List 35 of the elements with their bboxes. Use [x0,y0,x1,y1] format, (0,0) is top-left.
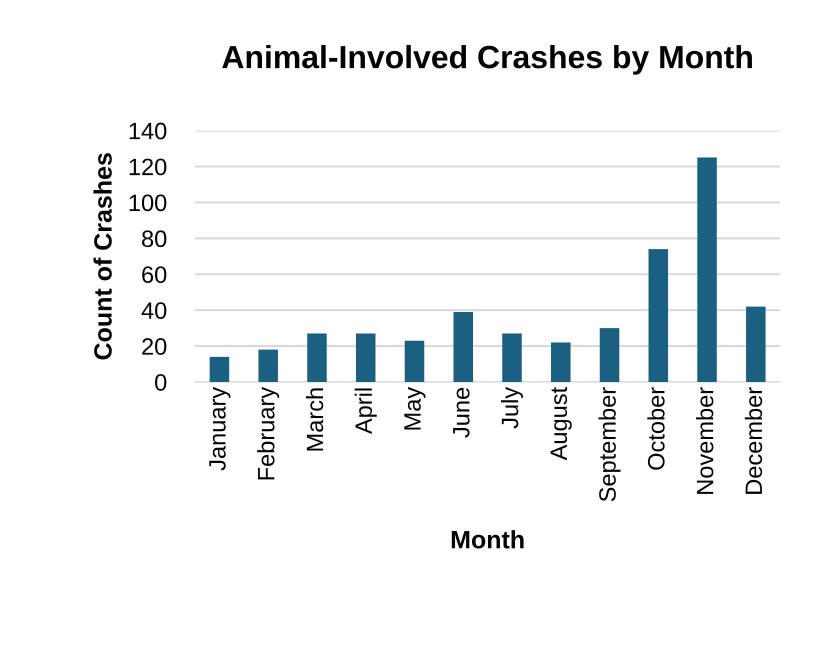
y-tick-label: 20 [142,338,166,355]
bar [697,158,717,382]
bar [551,342,571,382]
x-tick-label: May [404,386,426,430]
y-tick-label: 120 [130,158,166,176]
chart-title: Animal-Involved Crashes by Month [222,44,752,75]
bar [453,312,473,382]
x-tick-label: March [306,388,324,451]
bar [307,334,327,382]
y-tick-label: 80 [142,230,166,248]
x-tick-label: April [354,388,377,434]
y-tick-label: 100 [130,194,166,212]
x-tick-label: November [696,387,714,494]
x-tick-label: February [257,386,280,480]
bar [404,340,424,382]
x-tick-label: December [744,387,762,494]
y-axis-title: Count of Crashes [93,153,112,360]
x-tick-label: August [550,387,572,460]
bar [210,356,230,382]
bar [502,334,522,382]
bar [648,249,668,382]
bar [356,334,376,382]
x-tick-label: June [453,388,470,438]
y-tick-label: 40 [142,302,166,319]
x-axis-title: Month [452,530,524,548]
bar [600,328,620,382]
x-tick-label: January [209,386,230,470]
x-tick-label: September [598,387,621,502]
y-tick-label: 140 [130,122,166,140]
bar [746,306,766,382]
x-tick-label: July [501,386,524,428]
bar [258,350,278,382]
y-tick-label: 0 [155,374,166,391]
x-tick-label: October [647,387,665,470]
y-tick-label: 60 [142,266,166,284]
